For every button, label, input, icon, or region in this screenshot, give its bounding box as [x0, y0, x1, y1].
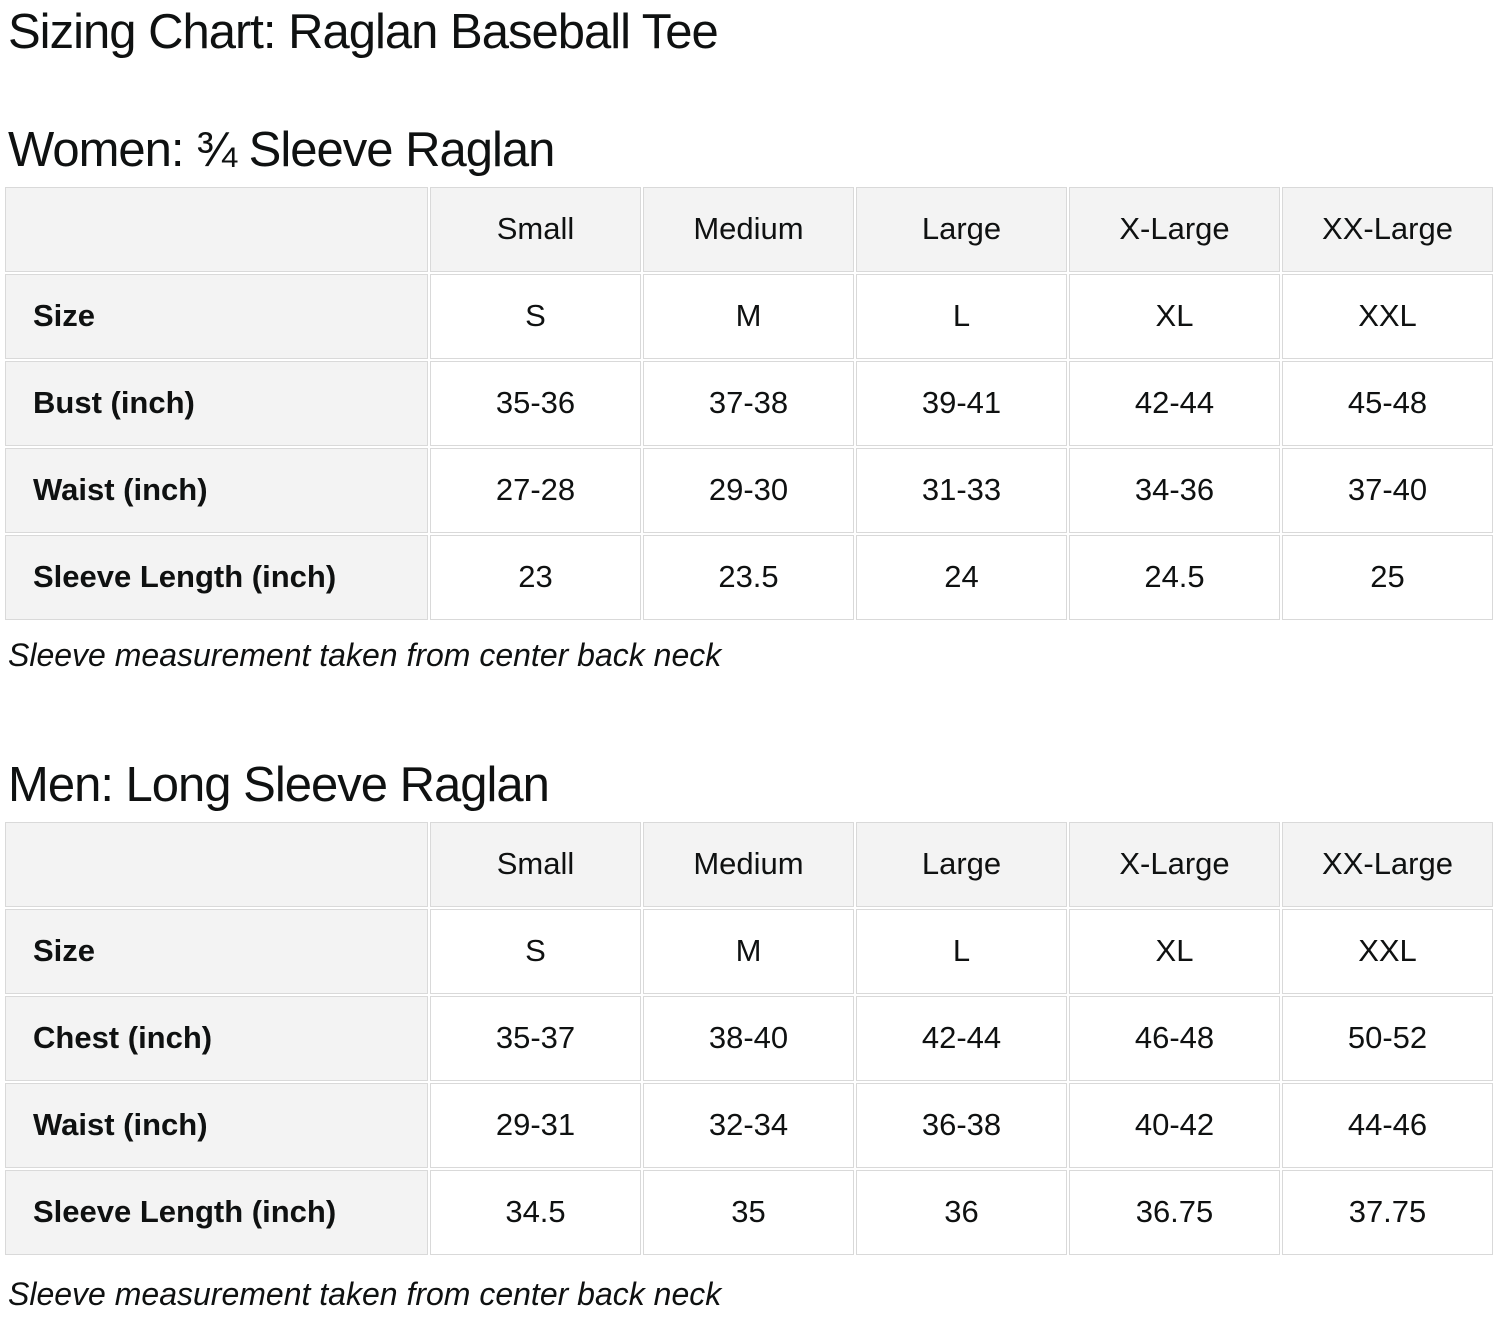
- men-size-table: Small Medium Large X-Large XX-Large Size S M L XL…: [3, 820, 1495, 1257]
- column-header: X-Large: [1069, 186, 1280, 272]
- value-cell: 42-44: [856, 995, 1067, 1081]
- value-cell: XXL: [1282, 273, 1493, 359]
- value-cell: M: [643, 908, 854, 994]
- value-cell: 40-42: [1069, 1082, 1280, 1168]
- men-section: Men: Long Sleeve Raglan Small Medium Large…: [0, 757, 1500, 1312]
- table-row: Waist (inch) 27-28 29-30 31-33 34-36 37-40: [5, 447, 1493, 533]
- value-cell: 23: [430, 534, 641, 620]
- value-cell: 50-52: [1282, 995, 1493, 1081]
- corner-cell: [5, 186, 428, 272]
- value-cell: 24: [856, 534, 1067, 620]
- row-label: Size: [5, 908, 428, 994]
- value-cell: 36-38: [856, 1082, 1067, 1168]
- value-cell: 35: [643, 1169, 854, 1255]
- women-section: Women: ¾ Sleeve Raglan Small Medium Large X…: [0, 122, 1500, 673]
- row-label: Sleeve Length (inch): [5, 1169, 428, 1255]
- row-label: Bust (inch): [5, 360, 428, 446]
- women-section-heading: Women: ¾ Sleeve Raglan: [8, 123, 555, 178]
- value-cell: 34-36: [1069, 447, 1280, 533]
- table-row: Bust (inch) 35-36 37-38 39-41 42-44 45-48: [5, 360, 1493, 446]
- value-cell: 37.75: [1282, 1169, 1493, 1255]
- column-header: XX-Large: [1282, 821, 1493, 907]
- women-size-table: Small Medium Large X-Large XX-Large Size S M L XL…: [3, 185, 1495, 622]
- column-header: Small: [430, 821, 641, 907]
- value-cell: 39-41: [856, 360, 1067, 446]
- column-header: Small: [430, 186, 641, 272]
- value-cell: XXL: [1282, 908, 1493, 994]
- value-cell: M: [643, 273, 854, 359]
- column-header-row: Small Medium Large X-Large XX-Large: [5, 186, 1493, 272]
- value-cell: L: [856, 908, 1067, 994]
- row-label: Sleeve Length (inch): [5, 534, 428, 620]
- value-cell: 24.5: [1069, 534, 1280, 620]
- row-label: Waist (inch): [5, 447, 428, 533]
- value-cell: S: [430, 273, 641, 359]
- column-header: Large: [856, 186, 1067, 272]
- value-cell: XL: [1069, 908, 1280, 994]
- table-row: Chest (inch) 35-37 38-40 42-44 46-48 50-52: [5, 995, 1493, 1081]
- value-cell: 27-28: [430, 447, 641, 533]
- women-sleeve-note: Sleeve measurement taken from center bac…: [8, 636, 722, 673]
- value-cell: 38-40: [643, 995, 854, 1081]
- value-cell: 29-31: [430, 1082, 641, 1168]
- column-header: Large: [856, 821, 1067, 907]
- table-row: Sleeve Length (inch) 23 23.5 24 24.5 25: [5, 534, 1493, 620]
- column-header: X-Large: [1069, 821, 1280, 907]
- value-cell: XL: [1069, 273, 1280, 359]
- column-header: Medium: [643, 186, 854, 272]
- table-row: Size S M L XL XXL: [5, 908, 1493, 994]
- value-cell: 44-46: [1282, 1082, 1493, 1168]
- value-cell: 45-48: [1282, 360, 1493, 446]
- value-cell: 32-34: [643, 1082, 854, 1168]
- value-cell: 25: [1282, 534, 1493, 620]
- value-cell: 37-38: [643, 360, 854, 446]
- value-cell: 36: [856, 1169, 1067, 1255]
- men-sleeve-note: Sleeve measurement taken from center bac…: [8, 1275, 722, 1312]
- value-cell: 36.75: [1069, 1169, 1280, 1255]
- value-cell: 35-37: [430, 995, 641, 1081]
- value-cell: 31-33: [856, 447, 1067, 533]
- table-row: Waist (inch) 29-31 32-34 36-38 40-42 44-46: [5, 1082, 1493, 1168]
- column-header-row: Small Medium Large X-Large XX-Large: [5, 821, 1493, 907]
- page-title: Sizing Chart: Raglan Baseball Tee: [8, 5, 719, 59]
- value-cell: 37-40: [1282, 447, 1493, 533]
- value-cell: 46-48: [1069, 995, 1280, 1081]
- value-cell: L: [856, 273, 1067, 359]
- value-cell: 23.5: [643, 534, 854, 620]
- column-header: Medium: [643, 821, 854, 907]
- table-row: Sleeve Length (inch) 34.5 35 36 36.75 37.75: [5, 1169, 1493, 1255]
- column-header: XX-Large: [1282, 186, 1493, 272]
- value-cell: 29-30: [643, 447, 854, 533]
- row-label: Waist (inch): [5, 1082, 428, 1168]
- value-cell: 34.5: [430, 1169, 641, 1255]
- table-row: Size S M L XL XXL: [5, 273, 1493, 359]
- sizing-chart-page: Sizing Chart: Raglan Baseball Tee Women:…: [0, 4, 1500, 1313]
- value-cell: S: [430, 908, 641, 994]
- row-label: Chest (inch): [5, 995, 428, 1081]
- corner-cell: [5, 821, 428, 907]
- value-cell: 42-44: [1069, 360, 1280, 446]
- men-section-heading: Men: Long Sleeve Raglan: [8, 758, 550, 813]
- value-cell: 35-36: [430, 360, 641, 446]
- row-label: Size: [5, 273, 428, 359]
